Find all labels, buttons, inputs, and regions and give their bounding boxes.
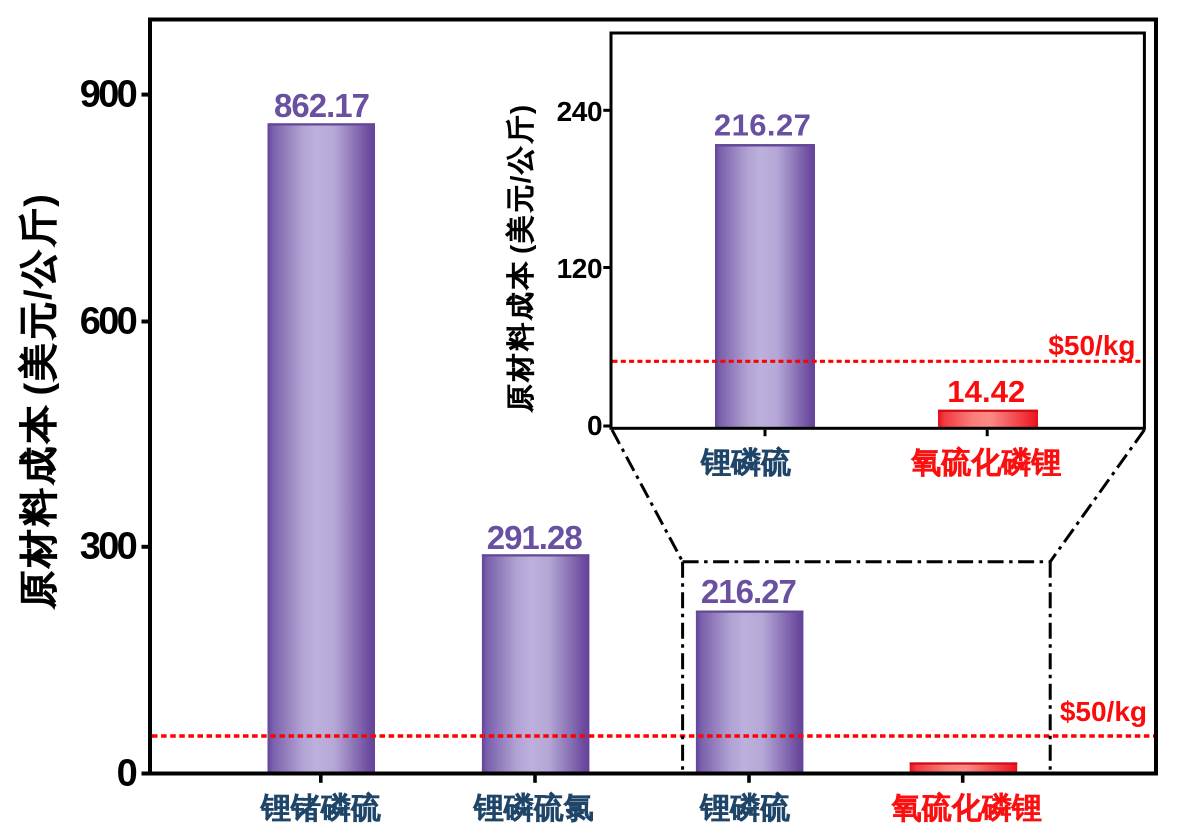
svg-text:216.27: 216.27 xyxy=(714,108,811,143)
svg-text:(: ( xyxy=(505,244,536,254)
svg-text:240: 240 xyxy=(557,96,603,127)
svg-text:$50/kg: $50/kg xyxy=(1060,696,1147,727)
svg-text:0: 0 xyxy=(587,410,603,441)
svg-text:900: 900 xyxy=(80,74,138,116)
svg-text:14.42: 14.42 xyxy=(947,374,1025,409)
svg-text:): ) xyxy=(505,105,536,114)
svg-text:$50/kg: $50/kg xyxy=(1048,330,1135,361)
svg-text:600: 600 xyxy=(80,300,138,342)
svg-text:291.28: 291.28 xyxy=(487,519,583,556)
svg-text:): ) xyxy=(18,194,60,207)
svg-text:120: 120 xyxy=(557,253,603,284)
svg-text:300: 300 xyxy=(80,526,138,568)
svg-text:0: 0 xyxy=(117,752,138,794)
svg-text:(: ( xyxy=(18,383,60,396)
svg-text:/: / xyxy=(505,175,536,183)
svg-text:862.17: 862.17 xyxy=(274,87,370,124)
svg-text:/: / xyxy=(18,289,60,300)
svg-text:216.27: 216.27 xyxy=(701,573,797,610)
